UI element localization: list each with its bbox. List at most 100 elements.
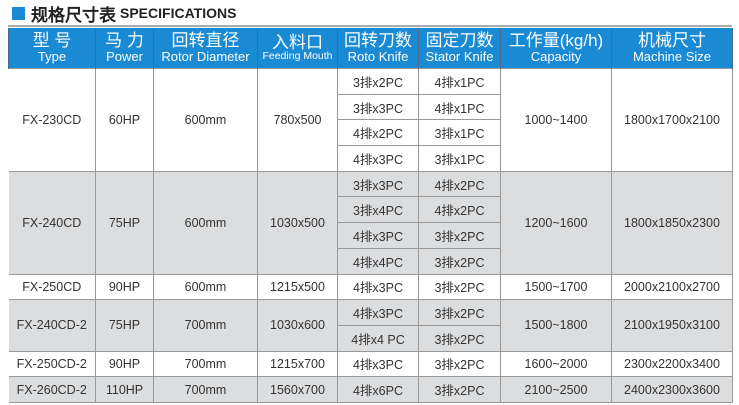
type-cell: FX-240CD bbox=[8, 170, 96, 275]
table-row: FX-230CD 60HP 600mm 780x500 3排x2PC 4排x1PC 1000… bbox=[8, 68, 733, 172]
stator-knife-cell: 3排x2PC bbox=[418, 324, 501, 352]
header-en: Machine Size bbox=[632, 49, 712, 65]
table-row: FX-250CD-2 90HP 700mm 1215x700 4排x3PC 3排x2PC 1… bbox=[8, 350, 733, 378]
machine-size-cell: 2100x1950x3100 bbox=[611, 299, 733, 352]
stator-knife-cell: 3排x2PC bbox=[418, 247, 501, 275]
column-header: 回转刀数 Roto Knife bbox=[337, 28, 419, 69]
title-cn: 规格尺寸表 bbox=[31, 5, 116, 25]
rotor-diameter-cell: 600mm bbox=[153, 273, 258, 301]
table-row: 4排x4PC 3排x2PC bbox=[9, 247, 733, 275]
type-cell: FX-260CD-2 bbox=[8, 376, 96, 403]
roto-knife-cell: 4排x3PC bbox=[337, 145, 419, 172]
roto-knife-cell: 4排x3PC bbox=[337, 299, 419, 326]
header-en: Stator Knife bbox=[425, 49, 494, 65]
type-cell: FX-250CD-2 bbox=[8, 350, 96, 378]
roto-knife-cell: 3排x3PC bbox=[337, 170, 419, 198]
table-row: 4排x4 PC 3排x2PC bbox=[9, 324, 733, 352]
power-cell: 90HP bbox=[95, 273, 154, 301]
stator-knife-cell: 4排x2PC bbox=[418, 196, 501, 224]
stator-knife-cell: 4排x2PC bbox=[418, 170, 501, 198]
stator-knife-cell: 4排x1PC bbox=[418, 68, 501, 95]
roto-knife-cell: 3排x3PC bbox=[337, 93, 419, 121]
section-title: 规格尺寸表 SPECIFICATIONS bbox=[12, 3, 237, 25]
roto-knife-cell: 4排x3PC bbox=[337, 350, 419, 378]
rotor-diameter-cell: 600mm bbox=[153, 170, 258, 275]
roto-knife-cell: 4排x3PC bbox=[337, 273, 419, 301]
roto-knife-cell: 3排x2PC bbox=[337, 68, 419, 95]
power-cell: 60HP bbox=[95, 68, 154, 172]
rotor-diameter-cell: 700mm bbox=[153, 299, 258, 352]
header-en: Capacity bbox=[530, 49, 582, 65]
machine-size-cell: 1800x1700x2100 bbox=[611, 68, 733, 172]
stator-knife-cell: 3排x1PC bbox=[418, 119, 501, 147]
stator-knife-cell: 3排x2PC bbox=[418, 222, 501, 249]
machine-size-cell: 1800x1850x2300 bbox=[611, 170, 733, 275]
divider bbox=[8, 25, 732, 27]
column-header: 马 力 Power bbox=[95, 28, 154, 69]
type-cell: FX-250CD bbox=[8, 273, 96, 301]
header-en: Roto Knife bbox=[347, 49, 409, 65]
header-en: Type bbox=[37, 49, 67, 65]
feeding-mouth-cell: 1560x700 bbox=[257, 376, 338, 403]
roto-knife-cell: 4排x4 PC bbox=[337, 324, 419, 352]
table-row: FX-250CD 90HP 600mm 1215x500 4排x3PC 3排x2PC 150… bbox=[8, 273, 733, 301]
header-en: Feeding Mouth bbox=[262, 50, 333, 63]
capacity-cell: 1600~2000 bbox=[500, 350, 612, 378]
table-row: FX-240CD-2 75HP 700mm 1030x600 4排x3PC 3排x2PC 1… bbox=[8, 299, 733, 352]
rotor-diameter-cell: 600mm bbox=[153, 68, 258, 172]
feeding-mouth-cell: 1215x500 bbox=[257, 273, 338, 301]
power-cell: 90HP bbox=[95, 350, 154, 378]
table-row: FX-260CD-2 110HP 700mm 1560x700 4排x6PC 3排x2PC… bbox=[8, 376, 733, 403]
table-row: 4排x2PC 3排x1PC bbox=[9, 119, 733, 147]
title-en: SPECIFICATIONS bbox=[120, 5, 237, 21]
roto-knife-cell: 4排x2PC bbox=[337, 119, 419, 147]
column-header: 型 号 Type bbox=[8, 28, 96, 69]
power-cell: 110HP bbox=[95, 376, 154, 403]
roto-knife-cell: 3排x4PC bbox=[337, 196, 419, 224]
square-bullet-icon bbox=[12, 6, 25, 20]
table-row: FX-240CD 75HP 600mm 1030x500 3排x3PC 4排x2PC 120… bbox=[8, 170, 733, 275]
roto-knife-cell: 4排x4PC bbox=[337, 247, 419, 275]
header-en: Power bbox=[106, 49, 143, 65]
power-cell: 75HP bbox=[95, 299, 154, 352]
column-header: 机械尺寸 Machine Size bbox=[611, 28, 733, 69]
capacity-cell: 2100~2500 bbox=[500, 376, 612, 403]
header-cn: 固定刀数 bbox=[425, 31, 494, 51]
capacity-cell: 1000~1400 bbox=[500, 68, 612, 172]
machine-size-cell: 2400x2300x3600 bbox=[611, 376, 733, 403]
table-row: 4排x3PC 3排x1PC bbox=[9, 145, 733, 172]
header-cn: 回转刀数 bbox=[344, 31, 412, 51]
stator-knife-cell: 3排x2PC bbox=[418, 350, 501, 378]
stator-knife-cell: 3排x2PC bbox=[418, 273, 501, 301]
stator-knife-cell: 3排x2PC bbox=[418, 376, 501, 403]
power-cell: 75HP bbox=[95, 170, 154, 275]
rotor-diameter-cell: 700mm bbox=[153, 350, 258, 378]
column-header: 固定刀数 Stator Knife bbox=[418, 28, 501, 69]
column-header: 工作量(kg/h) Capacity bbox=[500, 28, 612, 69]
header-cn: 型 号 bbox=[32, 31, 72, 51]
capacity-cell: 1500~1800 bbox=[500, 299, 612, 352]
header-cn: 回转直径 bbox=[171, 31, 240, 51]
capacity-cell: 1200~1600 bbox=[500, 170, 612, 275]
feeding-mouth-cell: 1215x700 bbox=[257, 350, 338, 378]
feeding-mouth-cell: 1030x500 bbox=[257, 170, 338, 275]
roto-knife-cell: 4排x3PC bbox=[337, 222, 419, 249]
stator-knife-cell: 3排x1PC bbox=[418, 145, 501, 172]
stator-knife-cell: 3排x2PC bbox=[418, 299, 501, 326]
roto-knife-cell: 4排x6PC bbox=[337, 376, 419, 403]
type-cell: FX-240CD-2 bbox=[8, 299, 96, 352]
header-cn: 机械尺寸 bbox=[638, 31, 706, 51]
column-header: 入料口 Feeding Mouth bbox=[257, 28, 338, 69]
table-row: 3排x4PC 4排x2PC bbox=[9, 196, 733, 224]
header-row: 型 号 Type 马 力 Power 回转直径 Rotor Diameter 入料口 Feed… bbox=[8, 28, 733, 69]
feeding-mouth-cell: 1030x600 bbox=[257, 299, 338, 352]
feeding-mouth-cell: 780x500 bbox=[257, 68, 338, 172]
specifications-table: 型 号 Type 马 力 Power 回转直径 Rotor Diameter 入料口 Feed… bbox=[8, 28, 733, 403]
header-en: Rotor Diameter bbox=[161, 49, 250, 65]
column-header: 回转直径 Rotor Diameter bbox=[153, 28, 258, 69]
header-cn: 工作量(kg/h) bbox=[508, 31, 604, 51]
stator-knife-cell: 4排x1PC bbox=[418, 93, 501, 121]
header-cn: 入料口 bbox=[272, 32, 323, 52]
capacity-cell: 1500~1700 bbox=[500, 273, 612, 301]
machine-size-cell: 2000x2100x2700 bbox=[611, 273, 733, 301]
